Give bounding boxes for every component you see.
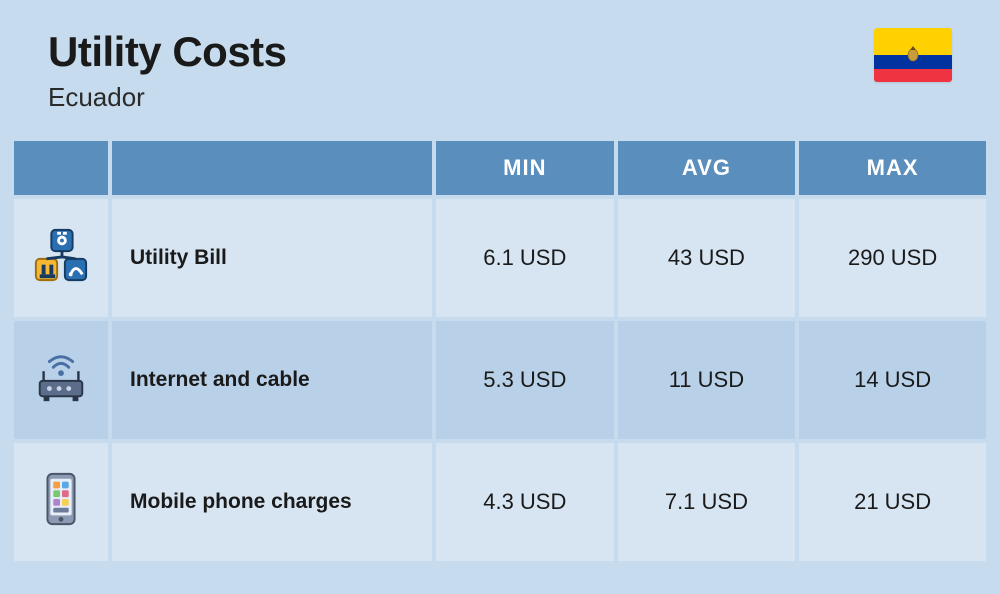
phone-icon [32, 470, 90, 528]
table-header-row: MIN AVG MAX [14, 141, 986, 195]
cell-min: 5.3 USD [436, 321, 614, 439]
page-title: Utility Costs [48, 28, 287, 76]
table-row: Mobile phone charges 4.3 USD 7.1 USD 21 … [14, 443, 986, 561]
cell-max: 21 USD [799, 443, 986, 561]
flag-stripe-red [874, 69, 952, 83]
flag-emblem-icon [903, 44, 923, 64]
cell-icon [14, 321, 108, 439]
cell-min: 6.1 USD [436, 199, 614, 317]
cell-icon [14, 443, 108, 561]
cost-table: MIN AVG MAX [10, 137, 990, 565]
col-header-label [112, 141, 432, 195]
cell-min: 4.3 USD [436, 443, 614, 561]
cell-avg: 43 USD [618, 199, 796, 317]
cell-label: Mobile phone charges [112, 443, 432, 561]
cell-max: 290 USD [799, 199, 986, 317]
cell-label: Utility Bill [112, 199, 432, 317]
router-icon [32, 348, 90, 406]
cell-icon [14, 199, 108, 317]
col-header-avg: AVG [618, 141, 796, 195]
header: Utility Costs Ecuador [0, 0, 1000, 137]
table-row: Utility Bill 6.1 USD 43 USD 290 USD [14, 199, 986, 317]
subtitle: Ecuador [48, 82, 287, 113]
flag-ecuador [874, 28, 952, 82]
cell-avg: 11 USD [618, 321, 796, 439]
cell-max: 14 USD [799, 321, 986, 439]
cost-table-wrap: MIN AVG MAX [0, 137, 1000, 565]
utility-icon [32, 226, 90, 284]
title-block: Utility Costs Ecuador [48, 28, 287, 113]
col-header-icon [14, 141, 108, 195]
cell-label: Internet and cable [112, 321, 432, 439]
col-header-min: MIN [436, 141, 614, 195]
col-header-max: MAX [799, 141, 986, 195]
cell-avg: 7.1 USD [618, 443, 796, 561]
table-row: Internet and cable 5.3 USD 11 USD 14 USD [14, 321, 986, 439]
